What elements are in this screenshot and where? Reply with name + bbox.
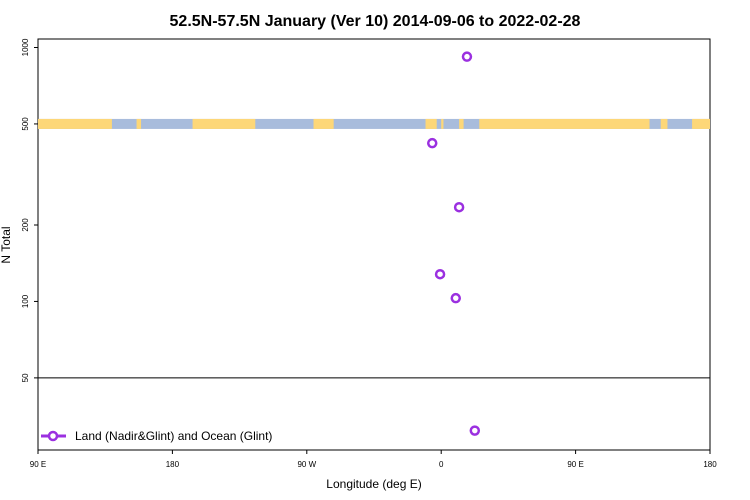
land-ocean-band [38, 118, 710, 129]
data-point [453, 201, 465, 213]
land-segment [313, 118, 334, 129]
land-segment [38, 118, 112, 129]
land-segment [136, 118, 142, 129]
y-tick-label: 100 [21, 294, 30, 308]
legend: Land (Nadir&Glint) and Ocean (Glint) [41, 429, 272, 443]
y-axis-label: N Total [0, 226, 13, 263]
land-segment [425, 118, 437, 129]
x-tick-label: 0 [439, 460, 444, 469]
y-tick-label: 500 [21, 117, 30, 131]
ocean-band [38, 118, 710, 129]
y-tick-label: 1000 [21, 38, 30, 56]
x-axis-label: Longitude (deg E) [326, 477, 421, 491]
plot-frame [37, 38, 711, 451]
data-points [426, 51, 481, 436]
x-tick-label: 90 W [297, 460, 316, 469]
y-tick-label: 50 [21, 373, 30, 382]
land-segment [441, 118, 444, 129]
land-segment [192, 118, 256, 129]
land-segment [459, 118, 464, 129]
x-tick-label: 90 E [30, 460, 46, 469]
data-point [469, 425, 481, 436]
data-point [426, 137, 438, 149]
x-tick-label: 90 E [567, 460, 583, 469]
chart-title: 52.5N-57.5N January (Ver 10) 2014-09-06 … [170, 13, 581, 30]
land-segment [692, 118, 710, 129]
data-point [450, 292, 462, 304]
x-axis: 90 E 180 90 W 0 90 E 180 [30, 450, 717, 469]
land-segment [479, 118, 650, 129]
x-tick-label: 180 [166, 460, 180, 469]
legend-label: Land (Nadir&Glint) and Ocean (Glint) [75, 429, 272, 443]
data-point [461, 51, 473, 62]
y-tick-label: 200 [21, 218, 30, 232]
legend-marker [47, 430, 59, 442]
x-tick-label: 180 [703, 460, 717, 469]
plot-area [37, 38, 711, 451]
land-segment [660, 118, 668, 129]
data-point [434, 268, 446, 280]
y-axis: 50 100 200 500 1000 [21, 38, 38, 382]
